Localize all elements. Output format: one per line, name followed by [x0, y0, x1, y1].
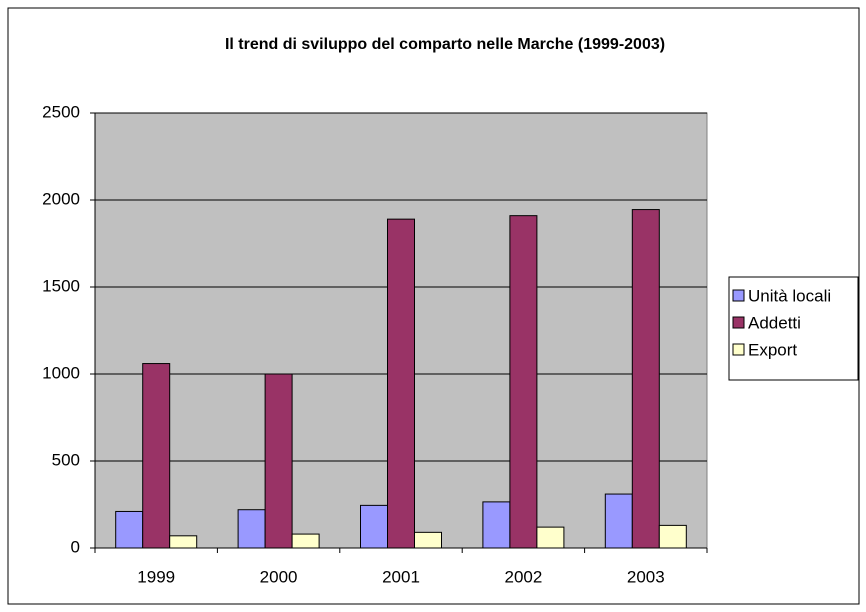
bar — [604, 493, 633, 549]
x-tick-label: 2003 — [627, 567, 665, 586]
legend-label: Addetti — [748, 313, 801, 332]
bar — [631, 209, 660, 549]
x-tick-label: 2000 — [260, 567, 298, 586]
chart-title: Il trend di sviluppo del comparto nelle … — [225, 36, 665, 53]
bar — [482, 501, 511, 549]
bar — [237, 509, 266, 549]
x-tick-label: 1999 — [137, 567, 175, 586]
legend-swatch — [732, 289, 745, 302]
bar — [387, 218, 415, 549]
bar — [264, 373, 293, 549]
bar — [658, 524, 687, 549]
bar — [115, 510, 144, 549]
bar — [142, 363, 171, 549]
bar — [509, 215, 538, 549]
legend-label: Unità locali — [748, 286, 831, 305]
bar — [169, 535, 198, 549]
legend-box — [728, 276, 859, 381]
bar — [360, 504, 388, 549]
legend-swatch — [732, 316, 745, 329]
bar — [414, 531, 442, 549]
y-tick-label: 500 — [52, 450, 80, 469]
legend-label: Export — [748, 340, 797, 359]
x-tick-label: 2002 — [504, 567, 542, 586]
x-tick-label: 2001 — [382, 567, 420, 586]
bar — [291, 533, 320, 549]
legend-swatch — [732, 343, 745, 356]
y-tick-label: 2000 — [42, 189, 80, 208]
y-tick-label: 1000 — [42, 363, 80, 382]
y-tick-label: 0 — [71, 537, 80, 556]
y-tick-label: 2500 — [42, 102, 80, 121]
bar — [536, 526, 565, 549]
y-tick-label: 1500 — [42, 276, 80, 295]
